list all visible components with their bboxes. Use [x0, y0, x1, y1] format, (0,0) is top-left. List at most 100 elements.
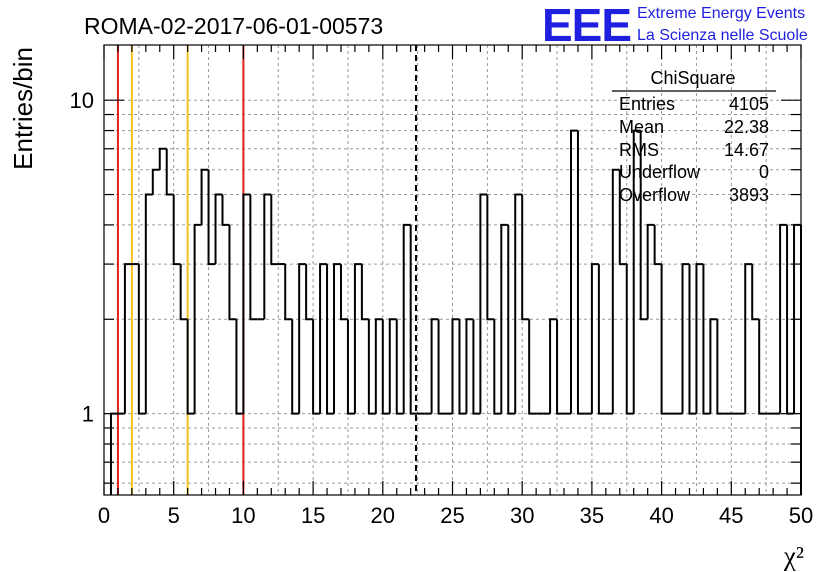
- histogram-bin: [549, 318, 558, 414]
- histogram-bin: [374, 318, 383, 414]
- histogram-bin: [556, 319, 565, 415]
- stats-label-underflow: Underflow: [619, 162, 701, 182]
- histogram-bin: [360, 264, 369, 321]
- histogram-bin: [319, 263, 328, 414]
- histogram-bin: [353, 263, 362, 414]
- x-tick-label: 10: [231, 503, 255, 528]
- histogram-bin: [688, 264, 697, 415]
- histogram-bin: [402, 223, 411, 414]
- histogram-bin: [521, 194, 530, 321]
- histogram-bin: [151, 168, 160, 195]
- histogram-bin: [228, 224, 237, 321]
- stats-label-overflow: Overflow: [619, 185, 691, 205]
- histogram-bin: [367, 319, 376, 415]
- x-tick-label: 40: [649, 503, 673, 528]
- x-tick-label: 50: [789, 503, 813, 528]
- logo-line-2: La Scienza nelle Scuole: [637, 27, 808, 44]
- histogram-bin: [388, 318, 397, 414]
- run-title: ROMA-02-2017-06-01-00573: [84, 13, 383, 39]
- stats-value-overflow: 3893: [729, 185, 769, 205]
- histogram-bin: [514, 193, 523, 414]
- histogram-bin: [165, 148, 174, 196]
- histogram-bin: [339, 264, 348, 321]
- histogram-bin: [381, 319, 390, 415]
- stats-label-rms: RMS: [619, 140, 659, 160]
- histogram-bin: [716, 319, 725, 415]
- histogram-bin: [333, 263, 341, 414]
- y-axis-title: Entries/bin: [8, 47, 38, 170]
- histogram-bin: [660, 264, 669, 415]
- histogram-bin: [270, 194, 279, 266]
- x-tick-label: 20: [371, 503, 395, 528]
- histogram-bin: [123, 263, 132, 414]
- histogram-bin: [409, 224, 418, 415]
- histogram-bin: [221, 194, 230, 226]
- histogram-bin: [681, 263, 690, 414]
- histogram-bin: [144, 193, 153, 414]
- stats-value-rms: 14.67: [724, 140, 769, 160]
- x-tick-label: 30: [510, 503, 534, 528]
- x-axis-title: χ²: [783, 541, 804, 571]
- x-tick-label: 25: [440, 503, 464, 528]
- x-tick-label: 45: [719, 503, 743, 528]
- stats-label-mean: Mean: [619, 117, 664, 137]
- histogram-bin: [242, 193, 251, 414]
- histogram-bin: [395, 319, 404, 415]
- histogram-bin: [263, 193, 272, 320]
- histogram-bin: [346, 319, 355, 415]
- histogram-bin: [695, 263, 704, 414]
- histogram-bin: [493, 319, 502, 415]
- histogram-bin: [430, 318, 439, 414]
- histogram-bin: [305, 264, 314, 321]
- histogram-bin: [625, 264, 634, 415]
- histogram-bin: [618, 169, 627, 266]
- histogram-bin: [472, 319, 481, 415]
- stats-value-entries: 4105: [729, 94, 769, 114]
- histogram-bin: [158, 147, 167, 170]
- histogram-bin: [284, 264, 293, 321]
- histogram-bin: [298, 263, 307, 414]
- y-tick-label: 1: [82, 402, 94, 427]
- histogram-bin: [507, 224, 516, 415]
- histogram-bin: [193, 223, 202, 414]
- x-tick-label: 5: [168, 503, 180, 528]
- histogram-bin: [528, 319, 537, 415]
- stats-value-underflow: 0: [759, 162, 769, 182]
- histogram-bin: [590, 263, 599, 414]
- x-tick-label: 15: [301, 503, 325, 528]
- histogram-bin: [458, 319, 467, 415]
- histogram-bin: [751, 264, 760, 321]
- histogram-bin: [500, 223, 509, 414]
- histogram-bin: [137, 264, 146, 415]
- histogram-bin: [597, 264, 606, 415]
- y-tick-label: 10: [70, 88, 94, 113]
- histogram-bin: [632, 129, 641, 414]
- logo-line-1: Extreme Energy Events: [637, 5, 805, 22]
- histogram-bin: [326, 264, 335, 415]
- reference-lines: [116, 45, 245, 495]
- histogram-bin: [486, 194, 495, 321]
- histogram-bin: [437, 319, 446, 415]
- histogram-bin: [249, 194, 258, 321]
- histogram-bin: [172, 194, 181, 266]
- histogram-bin: [779, 223, 788, 414]
- eee-logo-text: EEE: [542, 0, 631, 51]
- histogram-bin: [312, 319, 321, 415]
- histogram-bin: [611, 168, 620, 414]
- histogram-bin: [291, 319, 300, 415]
- histogram-bin: [214, 193, 223, 265]
- histogram-bin: [479, 193, 488, 414]
- histogram-bin: [653, 224, 662, 266]
- histogram-bin: [465, 318, 474, 414]
- histogram-bin: [576, 130, 585, 415]
- x-tick-label: 35: [580, 503, 604, 528]
- x-tick-label: 0: [98, 503, 110, 528]
- histogram-bin: [186, 319, 195, 415]
- histogram-bin: [702, 264, 711, 415]
- histogram-bin: [639, 130, 648, 321]
- histogram-bin: [569, 129, 578, 414]
- axis-ticks: [103, 45, 802, 495]
- stats-title: ChiSquare: [650, 68, 735, 88]
- stats-label-entries: Entries: [619, 94, 675, 114]
